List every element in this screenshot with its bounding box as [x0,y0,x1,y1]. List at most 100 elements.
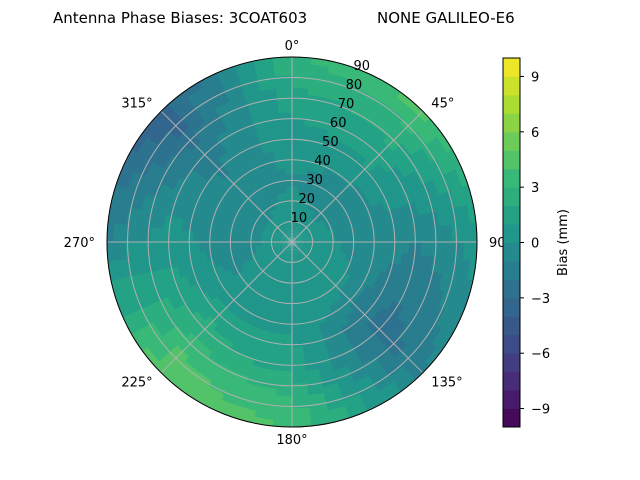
field-cell [146,120,165,141]
field-cell [299,161,310,170]
field-cell [242,342,258,355]
field-cell [400,328,418,347]
field-cell [303,244,311,249]
field-cell [175,339,193,358]
field-cell [290,340,304,348]
field-cell [281,258,287,267]
field-cell [313,226,322,233]
field-cell [290,407,311,416]
radial-tick-label: 90 [354,59,371,74]
field-cell [205,82,226,98]
field-cell [233,133,248,146]
field-cell [194,323,210,339]
field-cell [303,245,311,251]
field-cell [455,277,468,300]
field-cell [208,117,226,133]
field-cell [359,242,367,251]
field-cell [216,281,228,294]
field-cell [361,312,376,326]
field-cell [222,139,238,153]
field-cell [450,188,463,210]
field-cell [398,292,412,309]
field-cell [280,130,294,138]
field-cell [285,210,290,218]
field-cell [295,230,300,238]
field-cell [238,71,260,84]
field-cell [211,174,224,188]
field-cell [140,345,160,367]
field-cell [392,276,405,292]
field-cell [302,213,309,221]
field-cell [199,360,218,377]
field-cell [199,71,221,88]
field-cell [321,332,335,343]
field-cell [275,161,286,170]
field-cell [160,331,178,350]
field-cell [352,100,371,115]
field-cell [247,102,266,113]
field-cell [279,226,285,233]
field-cell [410,316,427,335]
field-cell [107,220,115,242]
field-cell [415,183,429,202]
field-cell [282,315,292,323]
field-cell [109,277,122,300]
field-cell [322,242,330,247]
field-cell [292,68,312,77]
angular-gridline [291,110,424,243]
field-cell [150,163,165,182]
field-cell [124,222,133,242]
field-cell [381,81,403,99]
field-cell [292,198,298,206]
field-cell [334,231,342,238]
field-cell [192,250,202,263]
field-cell [285,242,292,245]
field-cell [427,178,440,198]
field-cell [377,242,386,253]
field-cell [366,277,378,290]
field-cell [307,249,316,255]
field-cell [280,251,286,259]
field-cell [152,360,173,381]
field-cell [131,131,149,153]
field-cell [296,290,304,299]
field-cell [279,237,287,241]
field-cell [328,242,336,248]
field-cell [233,155,247,168]
field-cell [248,236,256,242]
field-cell [291,272,296,280]
field-cell [364,361,384,378]
field-cell [323,394,344,407]
field-cell [293,247,297,255]
colorbar-level [503,58,520,77]
field-cell [297,235,305,240]
field-cell [377,351,396,369]
field-cell [318,153,331,164]
field-cell [294,210,299,218]
field-cell [332,365,351,379]
field-cell [138,174,152,195]
field-cell [363,333,380,349]
field-cell [356,324,371,339]
field-cell [293,229,298,237]
field-cell [295,246,301,253]
field-cell [361,356,380,372]
radial-tick-label: 80 [346,78,363,93]
field-cell [411,103,432,124]
field-cell [317,365,335,376]
field-cell [170,324,187,342]
field-cell [211,248,220,259]
field-cell [174,240,182,255]
field-cell [279,340,292,348]
field-cell [378,116,397,134]
field-cell [369,167,384,182]
field-cell [292,238,299,242]
field-cell [285,179,293,187]
colorbar-tick-label: 6 [531,126,539,141]
field-cell [414,339,433,360]
colorbar-tick-label: −9 [531,403,550,418]
field-cell [292,74,312,83]
field-cell [149,240,158,257]
field-cell [301,149,313,158]
